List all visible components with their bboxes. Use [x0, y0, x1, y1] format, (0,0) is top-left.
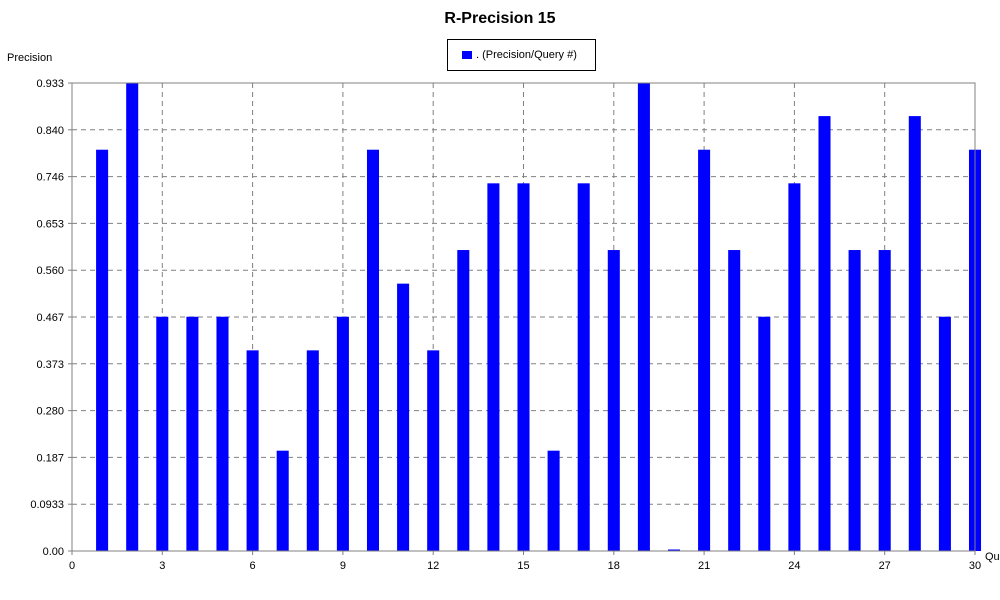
- bar: [637, 83, 650, 551]
- bar: [96, 149, 109, 552]
- bar: [427, 350, 440, 551]
- legend-swatch: [462, 51, 472, 59]
- x-tick-label: 6: [250, 560, 256, 572]
- chart-title: R-Precision 15: [444, 10, 556, 27]
- bar: [156, 316, 169, 551]
- bar: [788, 183, 801, 552]
- y-tick-label: 0.280: [36, 406, 64, 418]
- plot-border: [71, 82, 976, 552]
- y-tick-label: 0.746: [36, 172, 64, 184]
- y-tick-label: 0.933: [36, 78, 64, 90]
- bar: [126, 83, 139, 551]
- bar: [667, 549, 681, 551]
- bar: [186, 316, 199, 551]
- bar: [848, 250, 861, 551]
- x-tick-label: 9: [340, 560, 346, 572]
- bar: [276, 450, 289, 551]
- x-tick-label: 27: [879, 560, 891, 572]
- bar: [607, 250, 620, 551]
- y-tick-label: 0.373: [36, 359, 64, 371]
- legend: . (Precision/Query #): [447, 39, 596, 71]
- bar: [577, 183, 590, 552]
- bar: [366, 149, 380, 552]
- x-tick-label: 30: [969, 560, 981, 572]
- x-tick-label: 24: [788, 560, 800, 572]
- x-tick-label: 21: [698, 560, 710, 572]
- bar: [547, 450, 560, 551]
- y-tick-label: 0.0933: [30, 499, 64, 511]
- y-tick-label: 0.560: [36, 265, 64, 277]
- bar: [878, 250, 891, 551]
- y-tick-label: 0.653: [36, 218, 64, 230]
- bar: [397, 283, 410, 551]
- bar: [246, 350, 259, 551]
- y-tick-label: 0.187: [36, 452, 64, 464]
- bar: [517, 183, 530, 552]
- y-tick-label: 0.467: [36, 312, 64, 324]
- legend-label: . (Precision/Query #): [476, 49, 577, 61]
- bar: [938, 316, 951, 551]
- bar: [908, 116, 921, 551]
- y-tick-label: 0.840: [36, 125, 64, 137]
- bar: [758, 316, 771, 551]
- x-tick-label: 12: [427, 560, 439, 572]
- bar: [728, 250, 741, 551]
- x-tick-label: 0: [69, 560, 75, 572]
- x-tick-label: 3: [159, 560, 165, 572]
- x-tick-label: 18: [608, 560, 620, 572]
- bar: [487, 183, 500, 552]
- y-axis-label: Precision: [7, 52, 53, 64]
- bar: [336, 316, 349, 551]
- x-tick-label: 15: [517, 560, 529, 572]
- bar: [457, 250, 470, 551]
- y-tick-label: 0.00: [43, 546, 64, 558]
- bar: [216, 316, 229, 551]
- bar: [306, 350, 319, 551]
- bar: [818, 116, 831, 551]
- bar: [698, 149, 711, 552]
- x-axis-label: Qu: [985, 551, 1000, 563]
